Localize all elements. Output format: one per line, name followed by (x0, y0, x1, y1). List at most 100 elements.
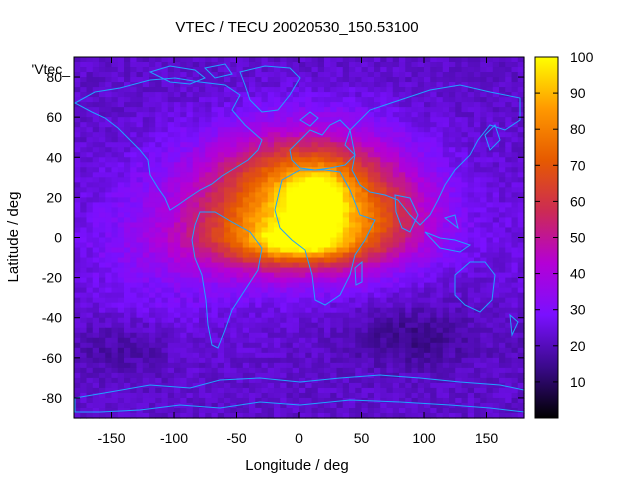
heatmap-cell (374, 162, 381, 168)
heatmap-cell (336, 82, 344, 88)
heatmap-cell (386, 337, 394, 344)
heatmap-cell (117, 77, 125, 83)
heatmap-cell (492, 92, 500, 98)
heatmap-cell (130, 347, 138, 354)
heatmap-cell (249, 102, 256, 108)
heatmap-cell (217, 147, 225, 153)
heatmap-cell (417, 107, 425, 113)
heatmap-cell (261, 92, 269, 98)
heatmap-cell (411, 397, 419, 404)
heatmap-cell (361, 367, 369, 374)
heatmap-cell (449, 217, 456, 224)
heatmap-cell (449, 327, 456, 334)
heatmap-cell (105, 372, 113, 379)
heatmap-cell (224, 227, 231, 234)
heatmap-cell (74, 107, 81, 113)
heatmap-cell (336, 227, 344, 234)
heatmap-cell (455, 347, 463, 354)
heatmap-cell (349, 252, 356, 259)
heatmap-cell (249, 257, 256, 264)
heatmap-cell (80, 402, 88, 409)
heatmap-cell (136, 257, 144, 264)
heatmap-cell (392, 267, 400, 274)
heatmap-cell (442, 337, 450, 344)
heatmap-cell (174, 102, 181, 108)
heatmap-cell (386, 297, 394, 304)
heatmap-cell (336, 372, 344, 379)
heatmap-cell (392, 277, 400, 284)
heatmap-cell (199, 77, 206, 83)
heatmap-cell (180, 152, 188, 158)
heatmap-cell (149, 72, 156, 78)
heatmap-cell (230, 192, 238, 198)
heatmap-cell (80, 147, 88, 153)
heatmap-cell (274, 187, 281, 193)
heatmap-cell (399, 162, 406, 168)
heatmap-cell (449, 157, 456, 163)
heatmap-cell (249, 367, 256, 374)
heatmap-cell (255, 57, 263, 63)
heatmap-cell (436, 342, 444, 349)
heatmap-cell (224, 402, 231, 409)
heatmap-cell (192, 297, 200, 304)
heatmap-cell (174, 277, 181, 284)
heatmap-cell (142, 257, 150, 264)
heatmap-cell (324, 72, 331, 78)
heatmap-cell (461, 207, 469, 214)
heatmap-cell (105, 97, 113, 103)
heatmap-cell (255, 232, 263, 239)
heatmap-cell (99, 302, 106, 309)
heatmap-cell (505, 172, 513, 178)
heatmap-cell (217, 297, 225, 304)
heatmap-cell (386, 352, 394, 359)
heatmap-cell (274, 72, 281, 78)
heatmap-cell (461, 212, 469, 219)
heatmap-cell (130, 292, 138, 299)
heatmap-cell (280, 182, 288, 188)
heatmap-cell (455, 102, 463, 108)
heatmap-cell (92, 212, 100, 219)
heatmap-cell (436, 167, 444, 173)
heatmap-cell (467, 287, 475, 294)
heatmap-cell (274, 162, 281, 168)
heatmap-cell (430, 107, 438, 113)
heatmap-cell (517, 282, 525, 289)
heatmap-cell (374, 122, 381, 128)
heatmap-cell (99, 142, 106, 148)
heatmap-cell (286, 227, 294, 234)
heatmap-cell (124, 162, 131, 168)
heatmap-cell (192, 272, 200, 279)
heatmap-cell (349, 242, 356, 249)
heatmap-cell (86, 102, 94, 108)
heatmap-cell (486, 167, 494, 173)
heatmap-cell (411, 362, 419, 369)
heatmap-cell (505, 287, 513, 294)
heatmap-cell (499, 332, 506, 339)
heatmap-cell (292, 202, 300, 209)
heatmap-cell (99, 397, 106, 404)
heatmap-cell (374, 92, 381, 98)
heatmap-cell (267, 187, 275, 193)
heatmap-cell (105, 307, 113, 314)
heatmap-cell (136, 272, 144, 279)
heatmap-cell (99, 322, 106, 329)
heatmap-cell (399, 172, 406, 178)
heatmap-cell (217, 197, 225, 203)
heatmap-cell (299, 182, 306, 188)
heatmap-cell (405, 107, 413, 113)
heatmap-cell (386, 137, 394, 143)
heatmap-cell (205, 317, 213, 324)
heatmap-cell (167, 232, 175, 239)
heatmap-cell (449, 172, 456, 178)
heatmap-cell (324, 152, 331, 158)
heatmap-cell (367, 352, 375, 359)
heatmap-cell (380, 142, 388, 148)
heatmap-cell (355, 137, 363, 143)
heatmap-cell (211, 312, 219, 319)
heatmap-cell (361, 347, 369, 354)
heatmap-cell (186, 302, 194, 309)
heatmap-cell (311, 242, 319, 249)
heatmap-cell (99, 82, 106, 88)
heatmap-cell (436, 242, 444, 249)
heatmap-cell (474, 342, 481, 349)
